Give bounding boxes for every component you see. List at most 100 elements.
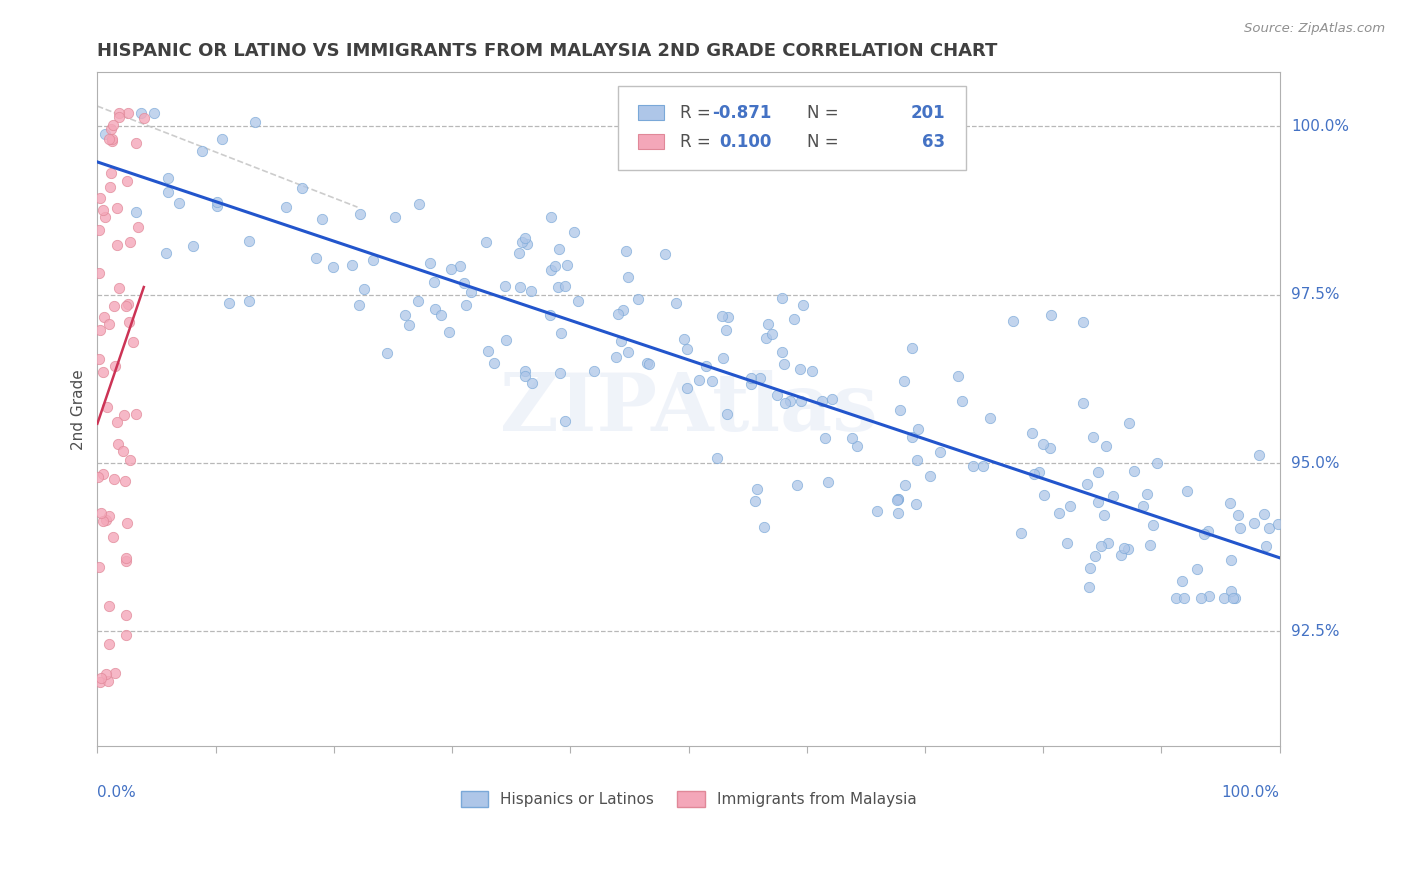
Point <box>129 105 152 120</box>
Point <box>124 407 146 421</box>
Point <box>118 235 141 249</box>
Point <box>115 554 138 568</box>
Point <box>156 171 179 186</box>
Point <box>929 444 952 458</box>
Point <box>548 366 571 380</box>
Point <box>904 497 927 511</box>
Point <box>1192 527 1215 541</box>
Point <box>207 194 229 209</box>
Point <box>654 247 676 261</box>
Point <box>482 356 505 370</box>
Point <box>494 278 516 293</box>
Point <box>1258 521 1281 535</box>
Point <box>118 315 141 329</box>
Point <box>477 343 499 358</box>
Point <box>1213 591 1236 605</box>
Point <box>127 220 149 235</box>
Point <box>1028 465 1050 479</box>
Point <box>101 134 124 148</box>
Point <box>1142 518 1164 533</box>
Point <box>783 311 806 326</box>
Point <box>887 506 910 520</box>
Point <box>87 223 110 237</box>
Point <box>1077 581 1099 595</box>
Text: 201: 201 <box>911 103 945 122</box>
Point <box>104 359 127 373</box>
Point <box>440 261 463 276</box>
Point <box>740 370 762 384</box>
Point <box>740 376 762 391</box>
Point <box>205 199 228 213</box>
Point <box>167 196 190 211</box>
Point <box>790 394 813 409</box>
Point <box>87 469 110 483</box>
Point <box>554 278 576 293</box>
Text: 95.0%: 95.0% <box>1291 456 1340 470</box>
Point <box>516 237 538 252</box>
Point <box>779 394 801 409</box>
Point <box>1175 483 1198 498</box>
Point <box>211 132 233 146</box>
Point <box>567 293 589 308</box>
Point <box>811 393 834 408</box>
Point <box>191 145 214 159</box>
Point <box>1198 589 1220 603</box>
Point <box>101 119 124 133</box>
Point <box>520 285 543 299</box>
Point <box>792 298 814 312</box>
Point <box>538 309 561 323</box>
Point <box>274 200 297 214</box>
Point <box>1139 538 1161 552</box>
Point <box>758 317 780 331</box>
Point <box>786 477 808 491</box>
Point <box>1146 456 1168 470</box>
Point <box>948 369 970 384</box>
Point <box>846 439 869 453</box>
Point <box>340 258 363 272</box>
Point <box>711 351 734 365</box>
Text: -0.871: -0.871 <box>711 103 772 122</box>
Point <box>112 444 135 458</box>
Point <box>544 260 567 274</box>
Point <box>710 310 733 324</box>
Point <box>89 266 111 280</box>
Point <box>93 310 115 325</box>
Point <box>675 380 697 394</box>
Text: 0.100: 0.100 <box>718 133 772 151</box>
Point <box>97 637 120 651</box>
Point <box>1056 535 1078 549</box>
Point <box>96 401 118 415</box>
Point <box>1087 465 1109 479</box>
Point <box>610 334 633 348</box>
Point <box>125 205 148 219</box>
Point <box>419 256 441 270</box>
Point <box>394 308 416 322</box>
Point <box>103 299 125 313</box>
Point <box>637 357 659 371</box>
Point <box>93 203 115 218</box>
Point <box>1047 506 1070 520</box>
Point <box>1267 516 1289 531</box>
Point <box>118 452 141 467</box>
Point <box>1256 539 1278 553</box>
Point <box>94 513 117 527</box>
Point <box>744 494 766 508</box>
Point <box>700 374 723 388</box>
Text: N =: N = <box>807 103 838 122</box>
Point <box>665 295 688 310</box>
Text: 100.0%: 100.0% <box>1222 785 1279 800</box>
Point <box>460 285 482 299</box>
Point <box>761 327 783 342</box>
Point <box>962 459 984 474</box>
Point <box>91 365 114 379</box>
Point <box>90 671 112 685</box>
Point <box>89 674 111 689</box>
Point <box>695 359 717 373</box>
Point <box>627 293 650 307</box>
Point <box>755 331 778 345</box>
Point <box>1114 541 1136 556</box>
Point <box>91 467 114 481</box>
Point <box>89 191 111 205</box>
Point <box>905 453 928 467</box>
Point <box>1223 591 1246 605</box>
